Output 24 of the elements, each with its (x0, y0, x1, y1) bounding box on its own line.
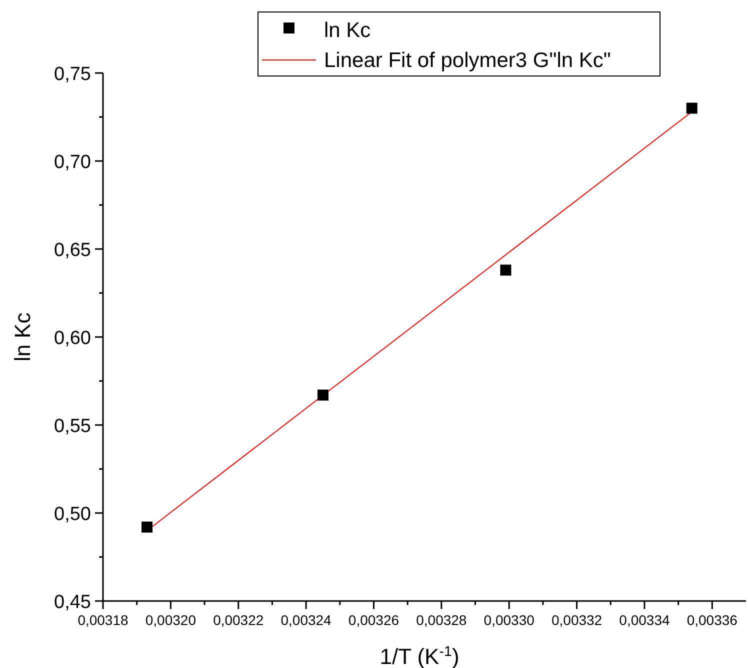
point (686, 102, 698, 114)
y-tick-label: 0,55 (54, 416, 91, 437)
legend-label: Linear Fit of polymer3 G"ln Kc" (324, 49, 611, 72)
y-tick-label: 0,60 (54, 328, 91, 349)
point (141, 522, 152, 533)
x-tick-label: 0,00330 (484, 612, 535, 628)
legend-label: ln Kc (324, 19, 371, 42)
x-tick-label: 0,00322 (213, 612, 264, 628)
point (500, 264, 512, 276)
y-axis-title: ln Kc (10, 312, 35, 362)
y-tick-label: 0,50 (54, 504, 91, 525)
point (317, 390, 328, 401)
x-tick-label: 0,00336 (686, 612, 738, 628)
y-tick-label: 0,45 (54, 592, 91, 613)
x-tick-label: 0,00320 (145, 612, 196, 628)
x-tick-label: 0,00334 (619, 612, 670, 628)
x-tick-label: 0,00324 (280, 612, 332, 628)
y-tick-label: 0,75 (54, 64, 91, 85)
x-tick-label: 0,00332 (551, 612, 602, 628)
x-tick-label: 0,00326 (348, 612, 400, 628)
x-tick-label: 0,00328 (416, 612, 467, 628)
x-tick-label: 0,00318 (78, 612, 129, 628)
y-tick-label: 0,65 (54, 240, 91, 261)
y-tick-label: 0,70 (54, 152, 91, 173)
